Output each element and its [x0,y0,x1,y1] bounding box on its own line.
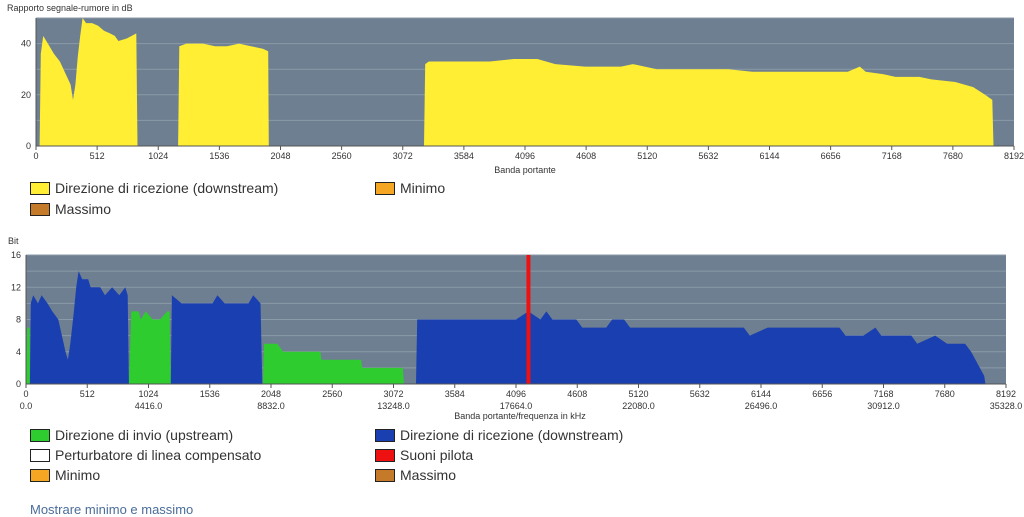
legend-item-minimo[interactable]: Minimo [375,180,445,196]
x-tick-label: 6656 [812,389,832,399]
x-tick-label-frequency: 30912.0 [867,401,900,411]
x-tick-label: 2560 [322,389,342,399]
x-tick-label: 512 [90,151,105,161]
x-tick-label: 1024 [138,389,158,399]
legend-label: Minimo [55,467,101,483]
x-tick-label: 2048 [270,151,290,161]
x-tick-label-frequency: 0.0 [20,401,33,411]
legend-label: Direzione di ricezione (downstream) [55,180,279,196]
legend-label: Suoni pilota [400,447,474,463]
y-tick-label: 20 [21,90,31,100]
x-tick-label: 5632 [698,151,718,161]
series-area-1 [29,271,986,384]
legend-item-massimo[interactable]: Massimo [375,467,456,483]
snr-chart: 0 20 40 0 512 1024 1536 2048 2560 3072 3584 4096 460… [21,17,1024,161]
x-tick-label-frequency: 26496.0 [745,401,778,411]
x-tick-label: 5120 [628,389,648,399]
legend-label: Direzione di invio (upstream) [55,427,234,443]
x-tick-label: 1536 [200,389,220,399]
x-tick-label: 3072 [383,389,403,399]
x-tick-label: 4608 [576,151,596,161]
snr-chart-title: Rapporto segnale-rumore in dB [7,3,133,13]
x-tick-label: 6144 [759,151,779,161]
legend-swatch-upstream [30,428,50,442]
legend-swatch-massimo [30,202,50,216]
x-tick-label-frequency: 4416.0 [135,401,163,411]
x-tick-label: 512 [80,389,95,399]
legend-item-upstream[interactable]: Direzione di invio (upstream) [30,427,233,443]
x-tick-label: 6656 [821,151,841,161]
x-tick-label: 8192 [996,389,1016,399]
show-min-max-link[interactable]: Mostrare minimo e massimo [30,502,194,517]
bits-chart-xlabel: Banda portante/frequenza in kHz [454,411,586,421]
x-tick-label: 0 [23,389,28,399]
legend-swatch-minimo [375,181,395,195]
legend-swatch-perturbatore [30,448,50,462]
x-tick-label-frequency: 8832.0 [257,401,285,411]
x-tick-label: 3072 [393,151,413,161]
x-tick-label: 0 [33,151,38,161]
x-tick-label: 7680 [943,151,963,161]
legend-label: Minimo [400,180,446,196]
x-tick-label: 4096 [515,151,535,161]
pilot-tone-line [526,255,531,384]
x-tick-label-frequency: 17664.0 [500,401,533,411]
x-tick-label: 4608 [567,389,587,399]
x-tick-label: 5632 [690,389,710,399]
x-tick-label: 4096 [506,389,526,399]
x-tick-label: 3584 [445,389,465,399]
x-tick-label: 1024 [148,151,168,161]
y-tick-label: 8 [16,315,21,325]
y-tick-label: 12 [11,282,21,292]
y-tick-label: 4 [16,347,21,357]
legend-swatch-downstream [375,428,395,442]
x-tick-label: 7168 [882,151,902,161]
x-tick-label: 6144 [751,389,771,399]
legend-label: Massimo [400,467,457,483]
legend-label: Direzione di ricezione (downstream) [400,427,624,443]
series-area-0 [36,18,994,146]
x-tick-label: 2560 [332,151,352,161]
snr-chart-xlabel: Banda portante [494,165,556,175]
x-tick-label: 7680 [935,389,955,399]
legend-swatch-suoni-pilota [375,448,395,462]
legend-label: Massimo [55,201,112,217]
x-tick-label: 3584 [454,151,474,161]
x-tick-label-frequency: 35328.0 [990,401,1023,411]
y-tick-label: 0 [16,379,21,389]
x-tick-label: 7168 [873,389,893,399]
x-tick-label-frequency: 22080.0 [622,401,655,411]
legend-item-massimo[interactable]: Massimo [30,201,111,217]
x-tick-label: 2048 [261,389,281,399]
legend-item-downstream[interactable]: Direzione di ricezione (downstream) [30,180,278,196]
legend-item-downstream[interactable]: Direzione di ricezione (downstream) [375,427,623,443]
legend-swatch-minimo [30,468,50,482]
legend-item-perturbatore[interactable]: Perturbatore di linea compensato [30,447,261,463]
x-tick-label: 8192 [1004,151,1024,161]
x-tick-label-frequency: 13248.0 [377,401,410,411]
x-tick-label: 5120 [637,151,657,161]
legend-item-suoni-pilota[interactable]: Suoni pilota [375,447,473,463]
bits-chart: 0 4 8 12 16 0 512 1024 1536 2048 2560 3072 3584 4096 4… [11,250,1023,411]
legend-swatch-downstream [30,181,50,195]
series-area-0 [26,311,404,384]
legend-swatch-massimo [375,468,395,482]
x-tick-label: 1536 [209,151,229,161]
y-tick-label: 0 [26,141,31,151]
y-tick-label: 16 [11,250,21,260]
bits-chart-ylabel: Bit [8,236,19,246]
legend-label: Perturbatore di linea compensato [55,447,262,463]
y-tick-label: 40 [21,39,31,49]
legend-item-minimo[interactable]: Minimo [30,467,100,483]
